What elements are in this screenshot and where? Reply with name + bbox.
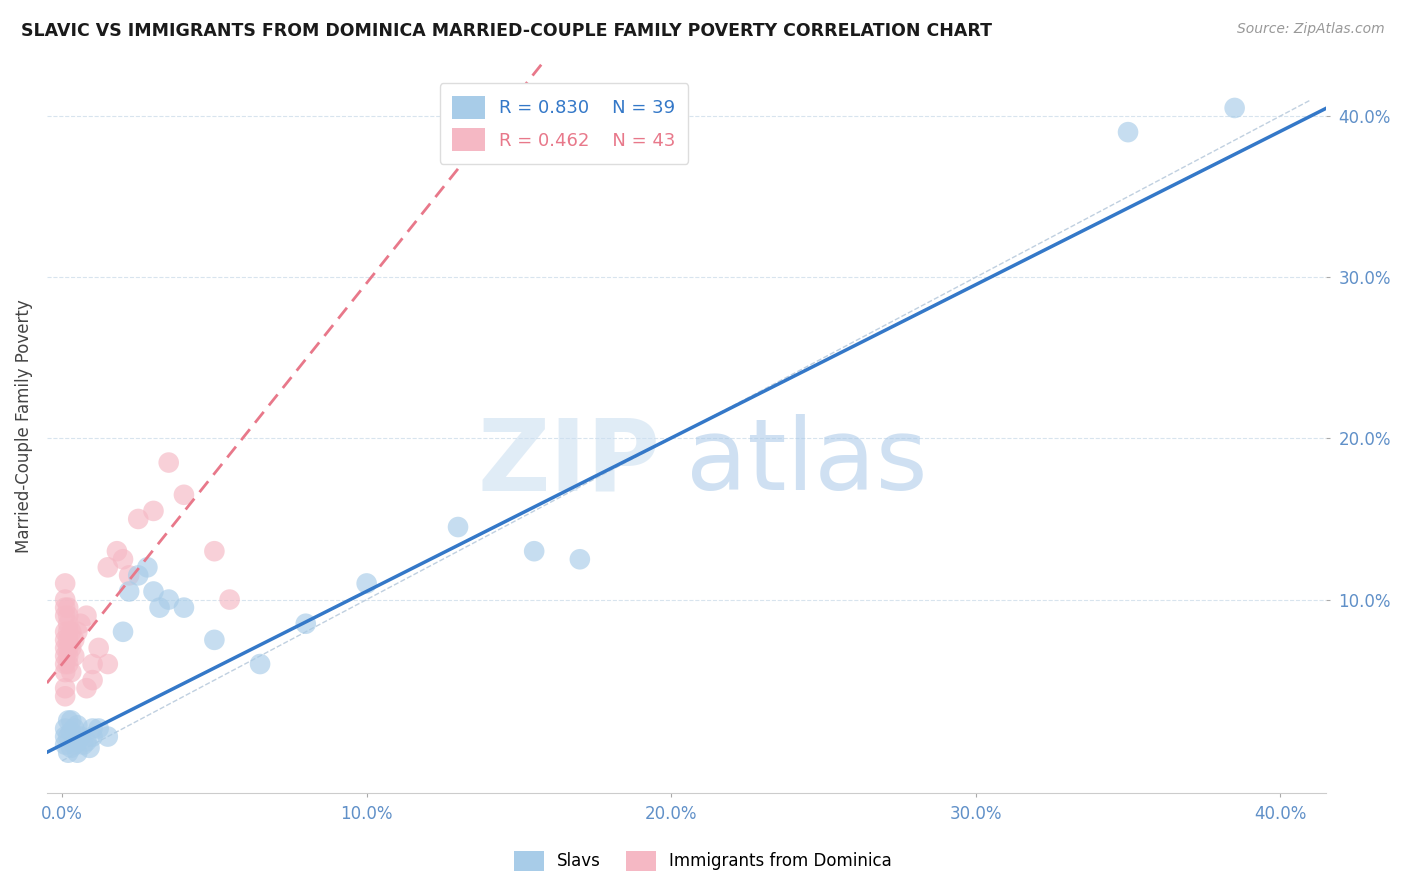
Point xyxy=(82,722,104,736)
Text: SLAVIC VS IMMIGRANTS FROM DOMINICA MARRIED-COUPLE FAMILY POVERTY CORRELATION CHA: SLAVIC VS IMMIGRANTS FROM DOMINICA MARRI… xyxy=(21,22,993,40)
Point xyxy=(58,746,80,760)
Point xyxy=(97,730,120,744)
Text: atlas: atlas xyxy=(686,415,928,511)
Point xyxy=(105,544,128,558)
Point xyxy=(53,665,76,679)
Point xyxy=(60,740,83,755)
Point xyxy=(127,512,149,526)
Point xyxy=(112,624,135,639)
Point xyxy=(53,738,76,752)
Point xyxy=(142,504,165,518)
Point xyxy=(58,608,80,623)
Point xyxy=(523,544,546,558)
Point xyxy=(53,690,76,704)
Point xyxy=(58,632,80,647)
Point xyxy=(58,600,80,615)
Point xyxy=(53,640,76,655)
Point xyxy=(58,714,80,728)
Point xyxy=(87,640,110,655)
Point xyxy=(63,632,86,647)
Point xyxy=(53,657,76,671)
Point xyxy=(157,592,180,607)
Point xyxy=(356,576,378,591)
Point xyxy=(53,730,76,744)
Point xyxy=(218,592,240,607)
Point xyxy=(66,624,89,639)
Point xyxy=(58,640,80,655)
Point xyxy=(76,734,98,748)
Point xyxy=(294,616,316,631)
Point xyxy=(63,648,86,663)
Point xyxy=(142,584,165,599)
Point xyxy=(79,740,101,755)
Point xyxy=(76,681,98,696)
Point xyxy=(53,592,76,607)
Text: Source: ZipAtlas.com: Source: ZipAtlas.com xyxy=(1237,22,1385,37)
Legend: R = 0.830    N = 39, R = 0.462    N = 43: R = 0.830 N = 39, R = 0.462 N = 43 xyxy=(440,83,689,164)
Point xyxy=(76,608,98,623)
Point xyxy=(568,552,591,566)
Point xyxy=(58,657,80,671)
Point xyxy=(60,640,83,655)
Point xyxy=(1223,101,1246,115)
Point xyxy=(136,560,159,574)
Point xyxy=(53,648,76,663)
Point xyxy=(97,657,120,671)
Point xyxy=(82,730,104,744)
Point xyxy=(157,456,180,470)
Point xyxy=(53,576,76,591)
Point xyxy=(53,608,76,623)
Y-axis label: Married-Couple Family Poverty: Married-Couple Family Poverty xyxy=(15,300,32,553)
Point xyxy=(1116,125,1139,139)
Point xyxy=(72,738,94,752)
Point xyxy=(447,520,470,534)
Point xyxy=(118,584,141,599)
Point xyxy=(66,734,89,748)
Point xyxy=(63,722,86,736)
Point xyxy=(118,568,141,582)
Point xyxy=(87,722,110,736)
Point xyxy=(69,730,91,744)
Point xyxy=(202,632,225,647)
Point xyxy=(58,616,80,631)
Point xyxy=(53,722,76,736)
Point xyxy=(60,724,83,739)
Point xyxy=(249,657,271,671)
Point xyxy=(53,600,76,615)
Point xyxy=(97,560,120,574)
Point xyxy=(82,657,104,671)
Point xyxy=(53,681,76,696)
Point xyxy=(53,632,76,647)
Point xyxy=(60,714,83,728)
Text: ZIP: ZIP xyxy=(478,415,661,511)
Point xyxy=(58,730,80,744)
Point xyxy=(58,648,80,663)
Point xyxy=(173,600,195,615)
Point xyxy=(69,616,91,631)
Point xyxy=(60,624,83,639)
Point xyxy=(66,746,89,760)
Point xyxy=(63,738,86,752)
Point xyxy=(148,600,170,615)
Point xyxy=(202,544,225,558)
Point xyxy=(53,624,76,639)
Point xyxy=(173,488,195,502)
Point xyxy=(112,552,135,566)
Point xyxy=(60,665,83,679)
Legend: Slavs, Immigrants from Dominica: Slavs, Immigrants from Dominica xyxy=(506,842,900,880)
Point xyxy=(82,673,104,688)
Point xyxy=(127,568,149,582)
Point xyxy=(58,624,80,639)
Point xyxy=(66,718,89,732)
